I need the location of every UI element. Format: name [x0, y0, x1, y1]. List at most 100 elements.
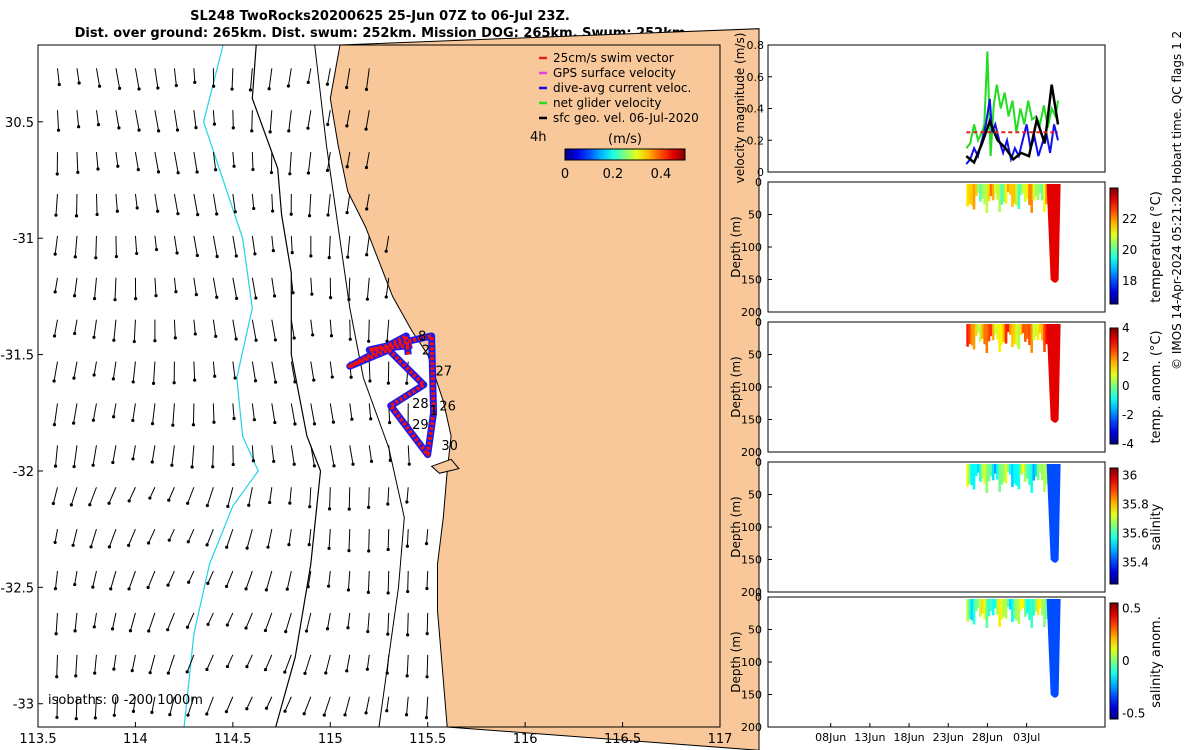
- velocity-arrow-head: [214, 334, 218, 338]
- section-cell-temp_anom: [1011, 324, 1014, 347]
- velocity-arrow-head: [147, 629, 151, 633]
- velocity-arrow-head: [405, 674, 409, 678]
- velocity-arrow: [310, 403, 315, 424]
- velocity-arrow-head: [347, 297, 351, 302]
- velocity-arrow: [167, 612, 175, 630]
- velocity-arrow-head: [92, 373, 96, 377]
- velocity-arrow: [113, 654, 117, 670]
- velocity-arrow: [267, 529, 273, 548]
- velocity-arrow: [287, 68, 292, 87]
- velocity-arrow: [246, 529, 253, 549]
- velocity-arrow-head: [369, 459, 374, 463]
- velocity-arrow: [212, 110, 215, 125]
- legend-entry: GPS surface velocity: [553, 66, 676, 80]
- velocity-arrow-head: [365, 207, 369, 211]
- section-cell-salinity_anom: [968, 599, 972, 619]
- velocity-arrow: [265, 654, 273, 670]
- velocity-arrow: [406, 696, 409, 715]
- velocity-arrow-head: [343, 713, 347, 717]
- section-cell-salinity_anom: [976, 599, 980, 608]
- velocity-arrow-head: [245, 664, 249, 669]
- velocity-arrow-head: [264, 706, 269, 710]
- section-cell-salinity_anom: [1036, 599, 1040, 616]
- velocity-arrow-head: [329, 334, 334, 338]
- velocity-arrow: [173, 277, 177, 292]
- velocity-arrow: [92, 445, 97, 466]
- section-colorbar-tick-label: 20: [1122, 243, 1137, 257]
- velocity-arrow-head: [91, 418, 95, 422]
- velocity-arrow: [113, 696, 117, 716]
- velocity-arrow: [309, 193, 312, 216]
- velocity-arrow: [173, 193, 179, 214]
- velocity-arrow-head: [312, 378, 316, 382]
- velocity-arrow: [56, 654, 58, 677]
- velocity-arrow-head: [290, 251, 294, 255]
- velocity-arrow-head: [327, 256, 331, 260]
- section-cell-salinity_anom: [1028, 599, 1031, 621]
- section-y-tick-label: 50: [748, 489, 762, 502]
- section-cell-temperature: [1030, 184, 1033, 213]
- velocity-arrow-head: [126, 543, 131, 547]
- velocity-arrow-head: [245, 707, 249, 711]
- velocity-arrow: [308, 529, 312, 545]
- velocity-arrow: [349, 445, 354, 465]
- section-y-tick-label: 150: [741, 414, 762, 427]
- colorbar-tick-label: 0: [561, 167, 569, 182]
- section-cell-temperature: [989, 184, 993, 197]
- velocity-arrow-head: [405, 544, 409, 548]
- section-colorbar-label: salinity anom.: [1149, 616, 1164, 708]
- section-cell-temperature: [998, 184, 1001, 212]
- section-colorbar-tick-label: 4: [1122, 321, 1130, 335]
- velocity-arrow: [187, 612, 195, 628]
- velocity-arrow: [328, 570, 331, 587]
- velocity-arrow: [193, 319, 196, 335]
- velocity-arrow-head: [406, 633, 410, 637]
- velocity-arrow-head: [364, 711, 368, 715]
- velocity-arrow-head: [112, 713, 116, 717]
- velocity-arrow: [132, 696, 136, 712]
- velocity-arrow: [290, 403, 296, 425]
- velocity-arrow-head: [52, 334, 57, 338]
- velocity-arrow-head: [111, 377, 115, 381]
- velocity-arrow: [407, 571, 409, 592]
- velocity-arrow-head: [406, 589, 410, 594]
- section-cell-temp_anom: [983, 324, 987, 345]
- velocity-arrow: [193, 110, 197, 128]
- velocity-arrow-head: [266, 545, 270, 549]
- velocity-arrow: [251, 277, 257, 299]
- map-y-tick-label: -31: [13, 232, 34, 247]
- velocity-arrow-head: [76, 170, 80, 174]
- section-cell-temp_anom: [994, 324, 997, 334]
- velocity-arrow-head: [365, 667, 369, 671]
- velocity-arrow-head: [134, 297, 138, 301]
- velocity-arrow: [368, 445, 373, 462]
- velocity-arrow: [74, 612, 78, 631]
- velocity-arrow: [187, 487, 195, 504]
- velocity-arrow: [232, 361, 236, 379]
- velocity-arrow-head: [55, 675, 59, 679]
- velocity-arrow-head: [176, 171, 180, 175]
- section-cell-temperature: [1036, 184, 1040, 201]
- velocity-arrow-head: [231, 126, 235, 130]
- section-cell-salinity_anom: [985, 599, 989, 628]
- velocity-arrow-head: [386, 502, 390, 506]
- velocity-arrow-head: [271, 249, 275, 253]
- velocity-arrow-head: [156, 209, 160, 213]
- section-y-tick-label: 200: [741, 721, 762, 734]
- section-cell-salinity_anom: [1038, 599, 1042, 609]
- section-cell-temp_anom: [1004, 324, 1008, 344]
- velocity-arrow: [171, 445, 175, 466]
- velocity-arrow-head: [312, 464, 317, 468]
- velocity-arrow-head: [293, 422, 297, 426]
- map-x-tick-label: 115.5: [409, 732, 446, 747]
- section-cell-temp_anom: [1021, 324, 1025, 334]
- isobath-200-line: [251, 44, 322, 728]
- velocity-arrow: [115, 68, 121, 89]
- velocity-arrow-head: [405, 500, 409, 504]
- velocity-arrow: [307, 152, 312, 174]
- velocity-arrow-head: [131, 418, 135, 423]
- velocity-arrow: [346, 151, 351, 167]
- velocity-arrow: [55, 193, 58, 216]
- velocity-arrow-head: [304, 629, 309, 633]
